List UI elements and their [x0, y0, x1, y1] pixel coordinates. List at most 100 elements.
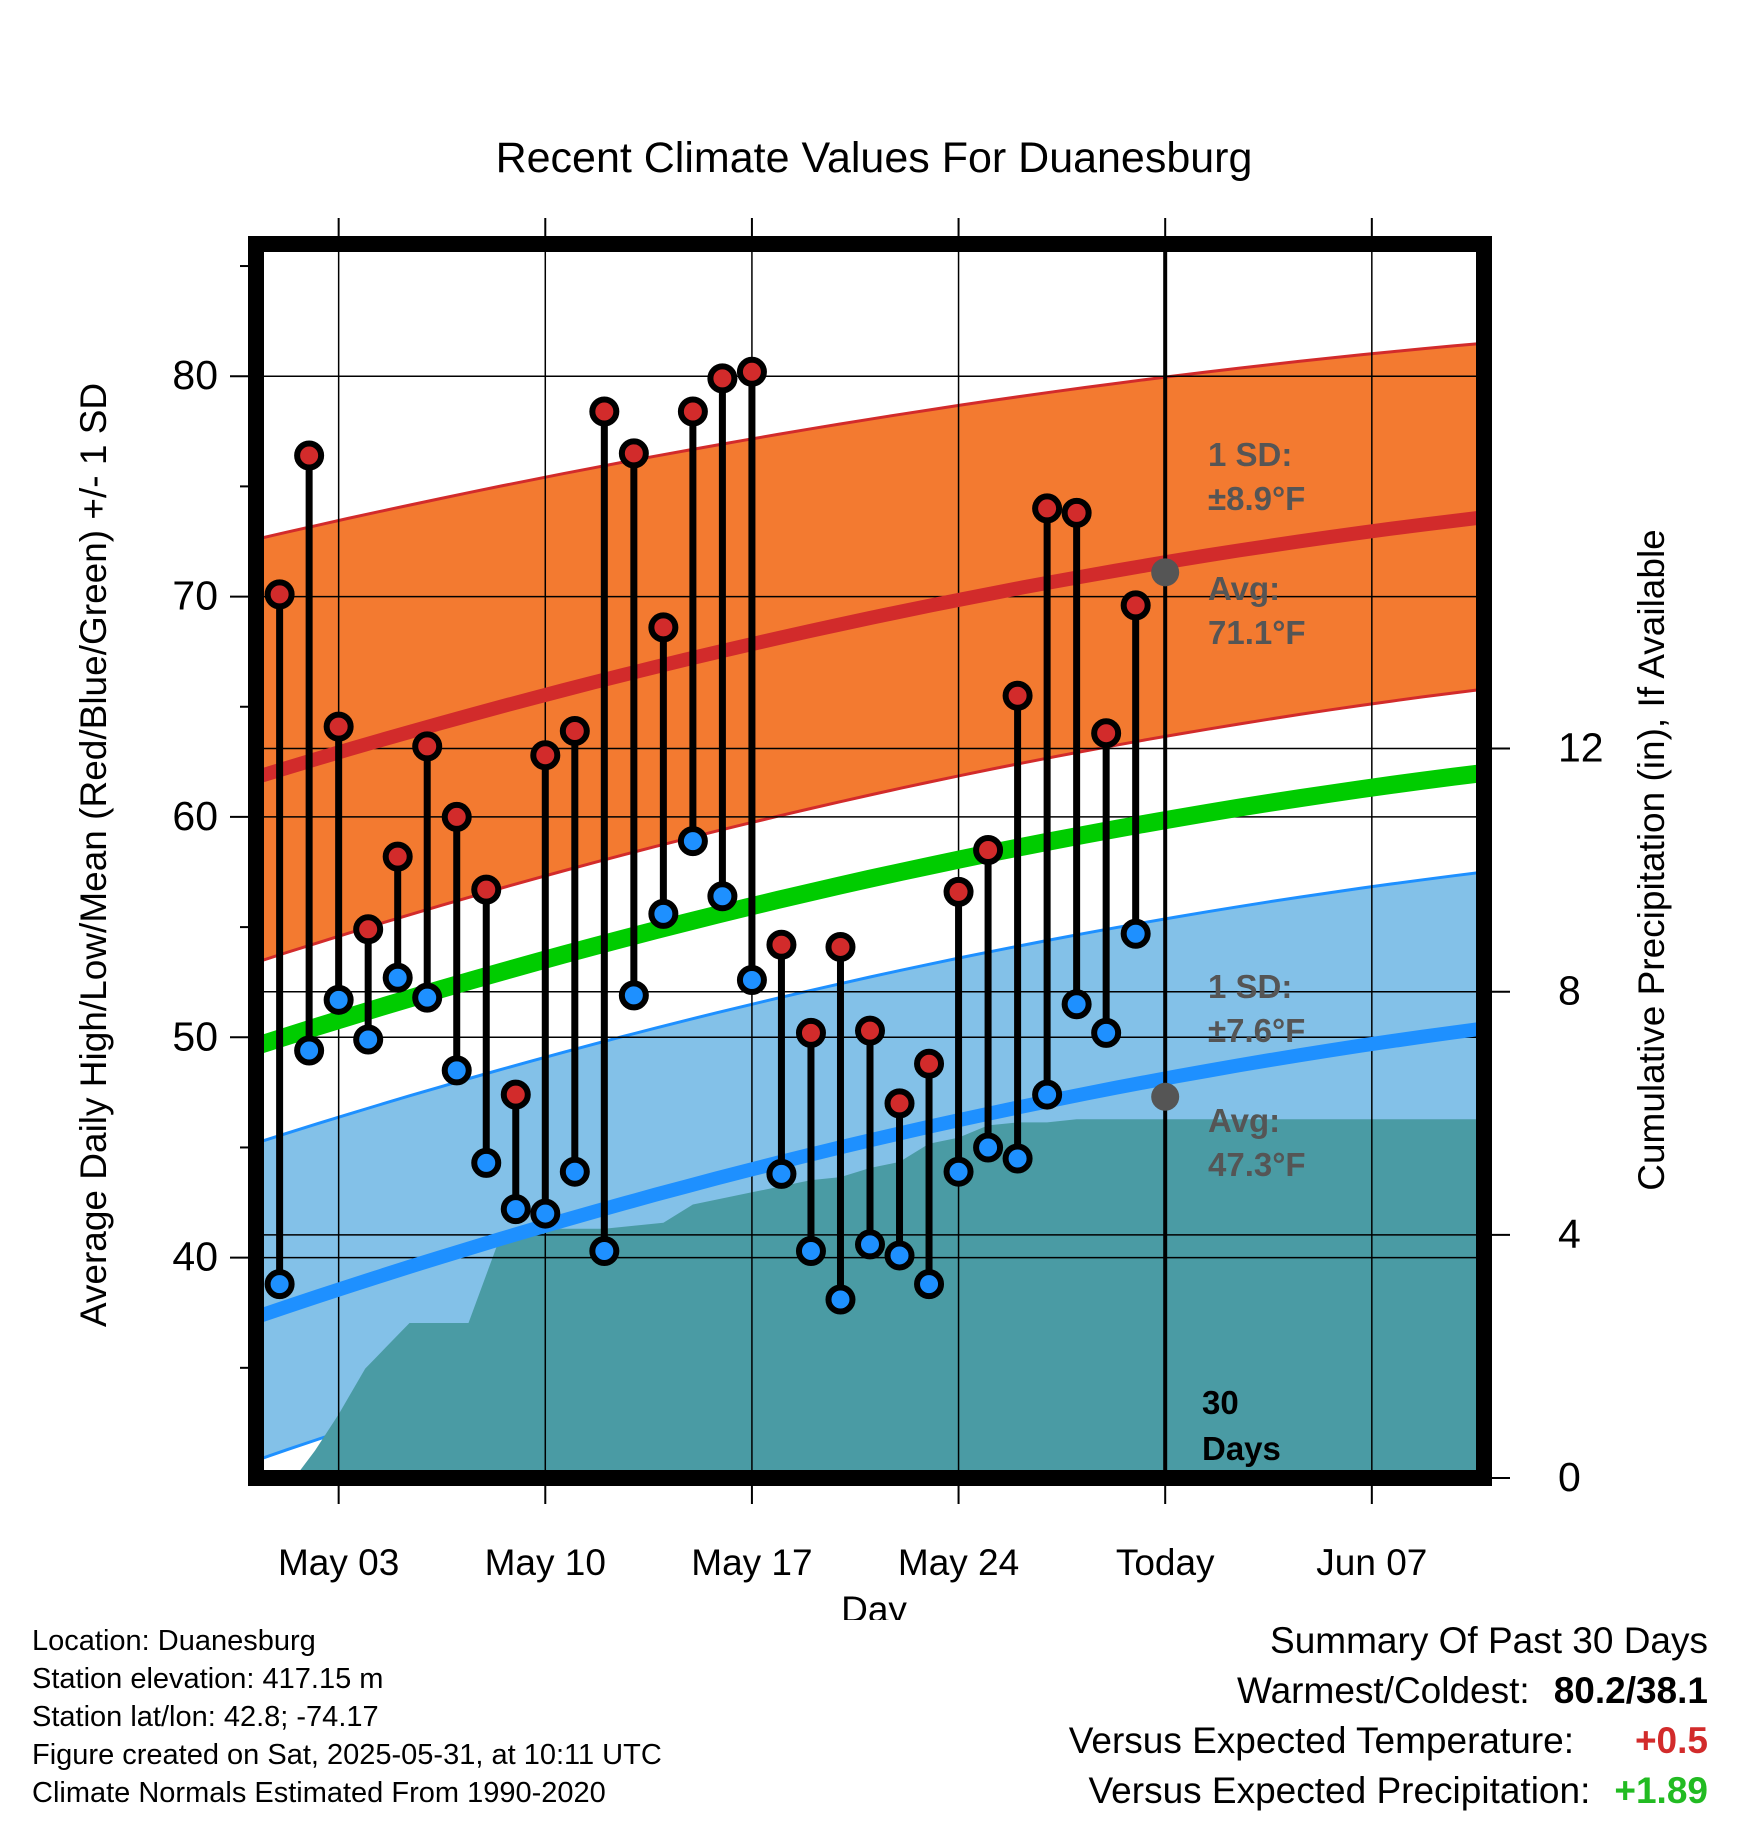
high-avg-annotation-value: 71.1°F	[1208, 614, 1306, 651]
low-sd-annotation-label: 1 SD:	[1208, 968, 1292, 1005]
precipitation-area	[256, 1119, 1484, 1478]
daily-high-point	[471, 874, 502, 905]
daily-low-point	[1091, 1017, 1122, 1048]
daily-high-point	[1120, 590, 1151, 621]
x-tick-label: Jun 07	[1316, 1542, 1427, 1583]
daily-low-point	[884, 1240, 915, 1271]
mean-average-line	[256, 763, 1484, 1055]
precip-value: +1.89	[1614, 1770, 1708, 1811]
days-annotation-label: 30	[1202, 1384, 1239, 1421]
high-sd-band	[256, 343, 1484, 963]
daily-high-point	[707, 363, 738, 394]
daily-high-point	[1002, 680, 1033, 711]
daily-high-point	[500, 1079, 531, 1110]
daily-low-point	[264, 1269, 295, 1300]
y-tick-label: 70	[172, 573, 218, 619]
y-axis-label: Average Daily High/Low/Mean (Red/Blue/Gr…	[73, 383, 114, 1327]
high-sd-upper-edge	[256, 341, 1484, 541]
y2-axis-label: Cumulative Precipitation (in), If Availa…	[1631, 529, 1672, 1191]
daily-low-point	[736, 964, 767, 995]
y-tick-label: 40	[172, 1234, 218, 1280]
temp-label: Versus Expected Temperature:	[1068, 1720, 1574, 1761]
daily-high-point	[618, 438, 649, 469]
daily-low-point	[353, 1024, 384, 1055]
daily-high-point	[1091, 718, 1122, 749]
daily-high-point	[530, 740, 561, 771]
station-info: Location: Duanesburg Station elevation: …	[32, 1622, 662, 1812]
chart-title: Recent Climate Values For Duanesburg	[496, 134, 1253, 182]
daily-high-point	[884, 1088, 915, 1119]
daily-high-point	[795, 1017, 826, 1048]
daily-high-point	[589, 396, 620, 427]
daily-low-point	[943, 1156, 974, 1187]
daily-high-point	[441, 801, 472, 832]
y2-tick-label: 12	[1558, 725, 1604, 771]
daily-high-point	[855, 1015, 885, 1046]
summary-temp-row: Versus Expected Temperature: +0.5	[1069, 1716, 1708, 1766]
summary-panel: Summary Of Past 30 Days Warmest/Coldest:…	[1069, 1616, 1708, 1816]
daily-low-point	[973, 1132, 1004, 1163]
daily-high-point	[1032, 493, 1063, 524]
x-axis-label: Day	[841, 1589, 907, 1620]
high-sd-annotation-label: 1 SD:	[1208, 436, 1292, 473]
daily-low-point	[559, 1156, 590, 1187]
daily-high-point	[412, 731, 443, 762]
daily-high-point	[648, 612, 679, 643]
plot-content: 1 SD: ±8.9°F Avg: 71.1°F 1 SD: ±7.6°F Avg: 47.3…	[256, 244, 1484, 1478]
daily-low-point	[855, 1229, 885, 1260]
daily-high-point	[382, 841, 413, 872]
y-tick-label: 50	[172, 1013, 218, 1059]
daily-low-point	[500, 1194, 531, 1225]
latlon-text: Station lat/lon: 42.8; -74.17	[32, 1701, 379, 1733]
daily-low-point	[677, 826, 708, 857]
daily-low-point	[294, 1035, 325, 1066]
low-sd-annotation-value: ±7.6°F	[1208, 1012, 1305, 1049]
daily-low-point	[914, 1269, 945, 1300]
daily-high-point	[559, 715, 590, 746]
high-average-line	[256, 510, 1484, 784]
created-text: Figure created on Sat, 2025-05-31, at 10…	[32, 1739, 662, 1771]
daily-low-point	[382, 962, 413, 993]
temp-value: +0.5	[1634, 1720, 1708, 1761]
high-avg-annotation-label: Avg:	[1208, 570, 1280, 607]
x-tick-label: Today	[1116, 1542, 1215, 1583]
summary-precip-row: Versus Expected Precipitation: +1.89	[1069, 1766, 1708, 1816]
y2-tick-label: 4	[1558, 1211, 1581, 1257]
normals-text: Climate Normals Estimated From 1990-2020	[32, 1777, 606, 1809]
daily-low-point	[1002, 1143, 1033, 1174]
x-tick-label: May 10	[485, 1542, 606, 1583]
daily-low-point	[1120, 918, 1151, 949]
low-avg-annotation-value: 47.3°F	[1208, 1146, 1306, 1183]
daily-high-point	[943, 876, 974, 907]
plot-frame	[248, 236, 1492, 1486]
daily-high-point	[825, 931, 856, 962]
daily-high-point	[264, 579, 295, 610]
daily-low-point	[471, 1147, 502, 1178]
low-avg-annotation-label: Avg:	[1208, 1102, 1280, 1139]
today-high-avg-marker	[1151, 558, 1180, 587]
y-tick-label: 60	[172, 793, 218, 839]
precip-label: Versus Expected Precipitation:	[1088, 1770, 1591, 1811]
daily-low-point	[412, 982, 443, 1013]
today-low-avg-marker	[1151, 1082, 1180, 1111]
daily-high-point	[1061, 497, 1092, 528]
x-tick-label: May 03	[278, 1542, 399, 1583]
daily-low-point	[618, 980, 649, 1011]
high-sd-annotation-value: ±8.9°F	[1208, 480, 1305, 517]
daily-high-point	[323, 711, 354, 742]
warmest-label: Warmest/Coldest:	[1237, 1670, 1530, 1711]
x-tick-label: May 24	[898, 1542, 1019, 1583]
summary-warmest-row: Warmest/Coldest: 80.2/38.1	[1069, 1666, 1708, 1716]
days-annotation-value: Days	[1202, 1430, 1281, 1467]
daily-low-point	[530, 1198, 561, 1229]
y2-tick-label: 0	[1558, 1454, 1581, 1500]
summary-title: Summary Of Past 30 Days	[1270, 1620, 1708, 1661]
daily-high-point	[353, 914, 384, 945]
x-tick-label: May 17	[691, 1542, 812, 1583]
location-text: Location: Duanesburg	[32, 1625, 316, 1657]
daily-low-point	[1032, 1079, 1063, 1110]
daily-low-point	[795, 1236, 826, 1267]
daily-low-point	[1061, 989, 1092, 1020]
daily-high-point	[677, 396, 708, 427]
y-tick-label: 80	[172, 352, 218, 398]
